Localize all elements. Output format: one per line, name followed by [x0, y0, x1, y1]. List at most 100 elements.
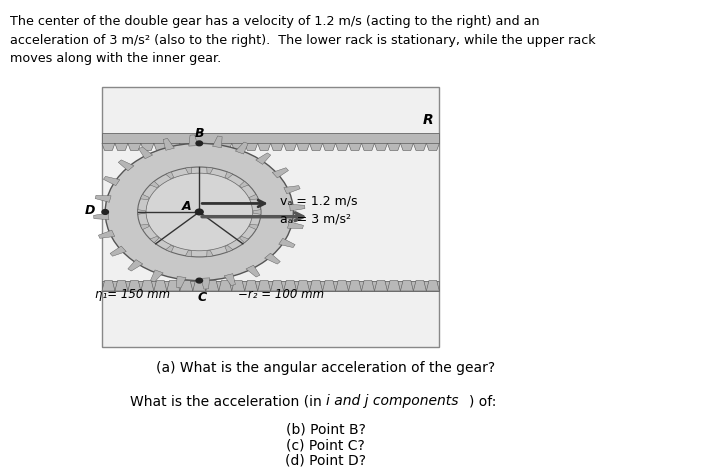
Text: vₐ = 1.2 m/s: vₐ = 1.2 m/s — [280, 195, 358, 208]
Polygon shape — [150, 181, 159, 188]
Polygon shape — [140, 224, 149, 229]
Polygon shape — [374, 143, 388, 150]
Polygon shape — [94, 213, 109, 219]
Text: (b) Point B?: (b) Point B? — [286, 423, 366, 436]
Polygon shape — [141, 143, 154, 150]
Polygon shape — [310, 280, 322, 291]
Polygon shape — [256, 153, 271, 164]
Text: A: A — [182, 200, 191, 213]
Polygon shape — [206, 143, 219, 150]
Polygon shape — [284, 280, 297, 291]
Polygon shape — [297, 280, 310, 291]
Polygon shape — [193, 143, 206, 150]
Polygon shape — [150, 236, 159, 243]
Polygon shape — [258, 280, 271, 291]
Circle shape — [137, 167, 261, 257]
Text: acceleration of 3 m/s² (also to the right).  The lower rack is stationary, while: acceleration of 3 m/s² (also to the righ… — [10, 34, 595, 47]
Polygon shape — [163, 139, 175, 150]
Polygon shape — [290, 204, 305, 211]
Polygon shape — [185, 250, 192, 257]
Bar — [102, 133, 440, 143]
Text: −r₂ = 100 mm: −r₂ = 100 mm — [238, 288, 325, 301]
Text: The center of the double gear has a velocity of 1.2 m/s (acting to the right) an: The center of the double gear has a velo… — [10, 15, 540, 28]
Polygon shape — [104, 177, 120, 186]
Polygon shape — [115, 143, 128, 150]
Text: (c) Point C?: (c) Point C? — [287, 438, 365, 452]
Polygon shape — [219, 143, 232, 150]
Polygon shape — [98, 230, 115, 238]
Polygon shape — [336, 143, 348, 150]
Polygon shape — [362, 143, 374, 150]
Polygon shape — [250, 194, 258, 199]
Polygon shape — [212, 136, 222, 148]
Polygon shape — [322, 143, 336, 150]
Text: C: C — [198, 291, 207, 304]
Polygon shape — [240, 236, 249, 243]
Polygon shape — [245, 143, 258, 150]
Polygon shape — [284, 186, 300, 194]
Polygon shape — [297, 143, 310, 150]
Circle shape — [196, 209, 203, 215]
Polygon shape — [207, 250, 213, 257]
Polygon shape — [232, 143, 245, 150]
Bar — [102, 87, 440, 347]
Text: aₐ = 3 m/s²: aₐ = 3 m/s² — [280, 213, 351, 226]
Polygon shape — [271, 143, 284, 150]
Polygon shape — [264, 253, 280, 264]
Polygon shape — [177, 276, 186, 288]
Polygon shape — [232, 280, 245, 291]
Polygon shape — [388, 143, 400, 150]
Circle shape — [105, 143, 293, 280]
Polygon shape — [141, 280, 154, 291]
Text: (a) What is the angular acceleration of the gear?: (a) What is the angular acceleration of … — [156, 361, 496, 375]
Polygon shape — [400, 143, 414, 150]
Polygon shape — [137, 209, 145, 214]
Polygon shape — [362, 280, 374, 291]
Polygon shape — [95, 195, 111, 202]
Polygon shape — [414, 280, 426, 291]
Circle shape — [102, 209, 109, 214]
Polygon shape — [250, 224, 258, 229]
Polygon shape — [207, 167, 213, 173]
Polygon shape — [154, 280, 167, 291]
Polygon shape — [165, 246, 174, 252]
Bar — [102, 280, 440, 291]
Polygon shape — [102, 143, 115, 150]
Text: What is the acceleration (in: What is the acceleration (in — [130, 394, 326, 408]
Polygon shape — [140, 194, 149, 199]
Polygon shape — [128, 280, 141, 291]
Polygon shape — [246, 265, 260, 277]
Polygon shape — [253, 209, 261, 214]
Text: R: R — [422, 113, 433, 127]
Polygon shape — [165, 172, 174, 178]
Polygon shape — [102, 280, 115, 291]
Polygon shape — [236, 142, 248, 154]
Text: η₁= 150 mm: η₁= 150 mm — [95, 288, 170, 301]
Polygon shape — [388, 280, 400, 291]
Text: B: B — [194, 127, 204, 139]
Polygon shape — [272, 168, 289, 178]
Polygon shape — [374, 280, 388, 291]
Polygon shape — [110, 246, 126, 256]
Polygon shape — [426, 143, 440, 150]
Polygon shape — [167, 143, 180, 150]
Polygon shape — [271, 280, 284, 291]
Polygon shape — [128, 143, 141, 150]
Polygon shape — [128, 259, 143, 271]
Polygon shape — [193, 280, 206, 291]
Polygon shape — [225, 246, 233, 252]
Polygon shape — [287, 222, 304, 228]
Text: D: D — [85, 204, 95, 217]
Polygon shape — [200, 278, 210, 289]
Polygon shape — [258, 143, 271, 150]
Polygon shape — [154, 143, 167, 150]
Polygon shape — [245, 280, 258, 291]
Polygon shape — [139, 147, 153, 159]
Text: i and j components: i and j components — [327, 394, 459, 408]
Circle shape — [196, 278, 203, 283]
Polygon shape — [224, 274, 236, 286]
Polygon shape — [189, 135, 198, 146]
Polygon shape — [426, 280, 440, 291]
Polygon shape — [310, 143, 322, 150]
Polygon shape — [151, 270, 163, 282]
